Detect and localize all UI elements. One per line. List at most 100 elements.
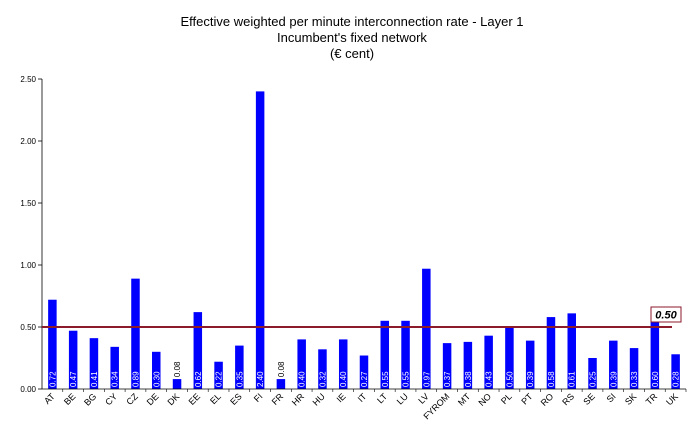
bar-hu [318,349,327,389]
chart-title-line-1: Effective weighted per minute interconne… [180,14,523,29]
chart-title-line-2: Incumbent's fixed network [277,30,427,45]
bar-cy [110,346,119,389]
bar-value-label: 0.39 [526,371,535,387]
bar-value-label: 0.38 [464,371,473,387]
bar-value-label: 0.72 [48,371,57,387]
chart-title-line-3: (€ cent) [330,46,374,61]
x-tick-label: BE [62,391,78,407]
bar-value-label: 0.30 [152,371,161,387]
bar-value-label: 0.34 [111,371,120,387]
bar-value-label: 0.37 [443,371,452,387]
bar-ro [546,317,556,389]
bar-value-label: 0.08 [173,361,182,377]
x-tick-label: FR [270,391,286,407]
bar-value-label: 0.22 [215,371,224,387]
y-tick-label: 0.00 [20,385,36,394]
reference-label: 0.50 [655,310,677,322]
x-tick-label: CY [103,391,119,407]
x-tick-label: AT [42,391,57,406]
bar-lu [401,320,410,389]
bar-lv [422,268,431,389]
x-tick-label: EE [187,391,203,407]
bar-rs [567,313,576,389]
x-tick-label: CZ [124,391,140,407]
x-tick-label: LV [416,391,430,405]
x-tick-label: SE [581,391,597,407]
x-tick-label: DK [166,391,182,407]
x-tick-label: EL [208,391,223,406]
bar-value-label: 0.60 [651,371,660,387]
bar-value-label: 0.50 [505,371,514,387]
x-tick-label: LU [395,391,410,406]
x-tick-label: DE [145,391,161,407]
bar-value-label: 0.41 [90,371,99,387]
x-tick-label: PL [499,391,514,406]
x-tick-label: IT [356,391,369,404]
x-tick-label: ES [228,391,244,407]
x-tick-label: PT [519,391,535,407]
bar-el [214,361,223,389]
bar-value-label: 0.32 [318,371,327,387]
x-tick-label: NO [476,391,493,408]
x-tick-label: FI [252,391,265,404]
bar-it [359,355,369,389]
bar-value-label: 0.28 [672,371,681,387]
bar-dk [172,379,182,389]
y-tick-label: 0.50 [20,323,36,332]
bar-value-label: 0.62 [194,371,203,387]
chart-title: Effective weighted per minute interconne… [180,14,523,61]
x-tick-label: MT [456,391,473,408]
x-tick-label: BG [82,391,98,407]
y-tick-label: 2.00 [20,137,36,146]
x-tick-label: HU [311,391,327,407]
bar-tr [650,314,660,389]
bar-value-label: 0.61 [568,371,577,387]
bar-lt [380,320,390,389]
bar-value-label: 0.27 [360,371,369,387]
bar-ee [193,312,203,389]
bar-ie [338,339,348,389]
bar-uk [671,354,680,389]
bar-sk [629,348,639,389]
bar-value-label: 2.40 [256,371,265,387]
bar-value-label: 0.25 [589,371,598,387]
bar-value-label: 0.33 [630,371,639,387]
x-axis: AT BE BG CY CZ DE DK EE EL ES FI FR HR HU IE IT LT LU LVFY… [42,388,687,421]
bar-fi [255,91,265,390]
x-tick-label: SK [623,391,639,407]
bar-value-label: 0.89 [131,371,140,387]
y-tick-label: 2.50 [20,75,36,84]
y-tick-label: 1.00 [20,261,36,270]
bar-bg [89,338,99,389]
bars: 0.72 0.47 0.41 0.34 0.89 0.30 0.08 0.62 0.22 0.35… [48,91,681,390]
bar-value-label: 0.55 [381,371,390,387]
bar-value-label: 0.47 [69,371,78,387]
x-tick-label: RS [560,391,576,407]
y-axis: 0.00 0.50 1.00 1.50 2.00 2.50 [20,75,43,394]
x-tick-label: RO [539,391,556,408]
bar-value-label: 0.35 [235,371,244,387]
bar-value-label: 0.43 [485,371,494,387]
bar-be [68,330,78,389]
bar-value-label: 0.55 [402,371,411,387]
bar-value-label: 0.58 [547,371,556,387]
bar-pl [505,327,514,389]
bar-at [48,299,57,389]
bar-hr [297,339,306,389]
bar-de [152,351,161,389]
x-tick-label: LT [375,391,389,405]
bar-cz [131,278,140,389]
bar-fr [276,379,286,389]
bar-se [588,358,597,389]
y-tick-label: 1.50 [20,199,36,208]
bar-value-label: 0.39 [609,371,618,387]
x-tick-label: TR [644,391,660,407]
bar-mt [463,341,473,389]
x-tick-label: UK [664,391,680,407]
bar-es [235,345,244,389]
x-tick-label: SI [605,391,618,404]
x-tick-label: HR [290,391,307,408]
bar-value-label: 0.40 [339,371,348,387]
bar-si [609,340,618,389]
bar-value-label: 0.08 [277,361,286,377]
